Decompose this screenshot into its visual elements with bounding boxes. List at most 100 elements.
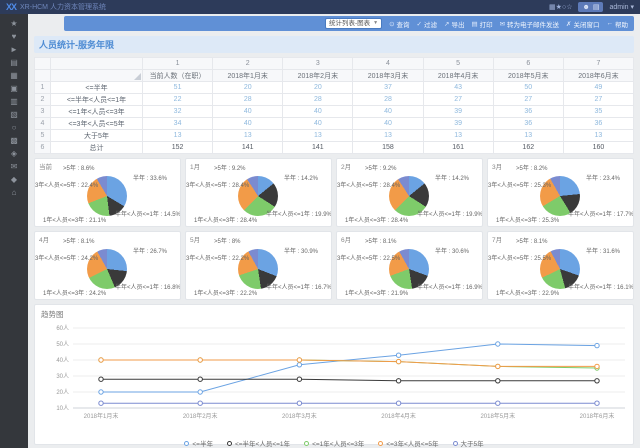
mail-icon: ✉ — [499, 20, 506, 28]
toolbar-button-close[interactable]: ✗ 关闭窗口 — [566, 19, 599, 29]
pie-panel-title: 6月 — [341, 237, 352, 244]
pie-panel-title: 7月 — [492, 237, 503, 244]
table-cell-value: 161 — [422, 141, 494, 154]
settings-icon[interactable]: ☆ — [566, 4, 573, 11]
sidebar-heart-icon[interactable]: ♥ — [11, 32, 17, 41]
titlebar-actions: ▦★○☆ ☻ ▤ admin ▾ — [549, 2, 634, 12]
legend-marker-icon — [304, 440, 310, 446]
toolbar-button-print[interactable]: ▤ 打印 — [471, 19, 492, 29]
table-cell-value: 162 — [492, 141, 564, 154]
legend-item[interactable]: 大于5年 — [452, 438, 484, 448]
sidebar-form-icon[interactable]: ▧ — [10, 110, 18, 119]
svg-text:2018年4月末: 2018年4月末 — [381, 412, 416, 420]
sidebar-report-icon[interactable]: ▥ — [10, 97, 18, 106]
column-header: 2018年4月末 — [422, 69, 494, 82]
star-icon[interactable]: ★ — [555, 4, 562, 11]
header-blank — [50, 57, 143, 70]
sidebar-play-icon[interactable]: ► — [10, 45, 18, 54]
sidebar-home-icon[interactable]: ⌂ — [11, 188, 17, 197]
pie-slice-label: >5年 : 8.6% — [63, 166, 95, 172]
column-header: 2018年3月末 — [352, 69, 424, 82]
svg-text:2018年6月末: 2018年6月末 — [580, 412, 615, 420]
pie-slice-label: 1年<人员<=3年 : 28.4% — [345, 218, 409, 224]
table-cell-value: 50 — [492, 81, 564, 94]
legend-item[interactable]: <=半年<人员<=1年 — [226, 438, 290, 448]
legend-label: 大于5年 — [460, 441, 484, 448]
sidebar-grid-icon[interactable]: ▩ — [10, 136, 18, 145]
svg-text:60人: 60人 — [56, 325, 69, 332]
pie-slice-label: >5年 : 9.2% — [365, 166, 397, 172]
toolbar-button-help[interactable]: ← 帮助 — [607, 19, 629, 29]
toolbar-button-filter[interactable]: ✓ 过滤 — [417, 19, 437, 29]
table-cell-value: 34 — [141, 117, 214, 130]
sidebar-doc-icon[interactable]: ▤ — [10, 58, 18, 67]
svg-text:2018年3月末: 2018年3月末 — [282, 412, 317, 420]
view-select-dropdown[interactable]: 统计列表-图表 ▼ — [324, 18, 383, 29]
toolbar-button-mail[interactable]: ✉ 转为电子邮件发送 — [500, 19, 559, 29]
legend-item[interactable]: <=半年 — [184, 438, 213, 448]
user-menu[interactable]: admin ▾ — [609, 4, 634, 11]
pie-panel-title: 4月 — [39, 237, 50, 244]
filter-icon: ✓ — [416, 20, 422, 28]
pie-chart — [238, 176, 278, 216]
pie-chart-grid: 当前 半年 : 33.6% 半年<人员<=1年 : 14.5% 1年<人员<=3年 :… — [34, 158, 634, 300]
table-cell-value: 40 — [282, 117, 354, 130]
pie-slice-label: 半年<人员<=1年 : 19.9% — [266, 212, 332, 218]
close-icon: ✗ — [566, 20, 572, 28]
sidebar-card-icon[interactable]: ▣ — [10, 84, 18, 93]
svg-text:40人: 40人 — [56, 357, 69, 364]
table-cell-value: 27 — [492, 93, 564, 106]
pie-slice-label: 1年<人员<=3年 : 28.4% — [194, 218, 258, 224]
pie-chart — [540, 249, 580, 289]
svg-text:10人: 10人 — [56, 405, 69, 412]
table-cell-value: 158 — [352, 141, 424, 154]
sidebar-star-icon[interactable]: ★ — [10, 19, 18, 28]
user-chip[interactable]: ☻ ▤ — [578, 2, 604, 12]
legend-item[interactable]: <=1年<人员<=3年 — [304, 438, 364, 448]
column-number: 6 — [492, 57, 564, 70]
row-number: 2 — [34, 93, 51, 106]
sidebar-mail-icon[interactable]: ✉ — [10, 162, 18, 171]
pie-slice-label: 半年 : 14.2% — [435, 176, 470, 182]
pie-chart — [389, 176, 429, 216]
trend-line-chart: 10人 20人 30人 40人 50人 60人 2018年1月末 2018年2月末 2018年3… — [56, 325, 625, 420]
column-number: 1 — [141, 57, 214, 70]
sidebar-circle-icon[interactable]: ○ — [11, 123, 17, 132]
table-cell-value: 160 — [562, 141, 635, 154]
pie-chart — [87, 249, 127, 289]
toolbar-buttons: ⊙ 查询 ✓ 过滤 ↗ 导出 ▤ 打印 ✉ 转为电子邮件发送 ✗ 关闭窗口 ← 帮助 — [389, 19, 628, 29]
apps-icon[interactable]: ▦ — [549, 4, 556, 11]
pie-slice-label: 半年 : 23.4% — [586, 176, 621, 182]
pie-panel-title: 5月 — [190, 237, 201, 244]
row-number: 1 — [34, 81, 51, 94]
sidebar-gem-icon[interactable]: ◆ — [10, 175, 18, 184]
row-label: <=半年<人员<=1年 — [50, 93, 143, 106]
table-cell-value: 36 — [492, 105, 564, 118]
export-icon: ↗ — [443, 20, 450, 28]
sidebar-diamond-icon[interactable]: ◈ — [10, 149, 18, 158]
titlebar: XX XR-HCM 人力资本管理系统 ▦★○☆ ☻ ▤ admin ▾ — [0, 0, 640, 14]
row-label: <=3年<人员<=5年 — [50, 117, 143, 130]
toolbar-button-search[interactable]: ⊙ 查询 — [389, 19, 409, 29]
print-icon: ▤ — [471, 20, 478, 28]
toolbar-button-label: 帮助 — [615, 21, 628, 29]
pie-slice-label: 半年<人员<=1年 : 16.7% — [266, 285, 332, 291]
toolbar-button-label: 过滤 — [423, 21, 437, 29]
table-cell-value: 28 — [282, 93, 354, 106]
pie-slice-label: 半年 : 14.2% — [284, 176, 319, 182]
row-label: <=半年 — [50, 81, 143, 94]
toolbar-button-export[interactable]: ↗ 导出 — [444, 19, 464, 29]
sidebar-calendar-icon[interactable]: ▦ — [10, 71, 18, 80]
legend-item[interactable]: <=3年<人员<=5年 — [378, 438, 439, 448]
column-header: 2018年6月末 — [562, 69, 635, 82]
table-cell-value: 20 — [212, 81, 284, 94]
table-cell-value: 141 — [212, 141, 284, 154]
pie-slice-label: 3年<人员<=5年 : 22.2% — [186, 256, 250, 262]
table-cell-value: 40 — [212, 105, 284, 118]
table-row: 5 大于5年 13 13 13 13 13 13 13 — [34, 129, 635, 142]
clock-icon[interactable]: ○ — [561, 4, 567, 11]
table-cell-value: 40 — [282, 105, 354, 118]
pie-slice-label: >5年 : 8.1% — [63, 239, 95, 245]
table-cell-value: 20 — [282, 81, 354, 94]
trend-chart-title: 趋势图 — [41, 310, 64, 319]
